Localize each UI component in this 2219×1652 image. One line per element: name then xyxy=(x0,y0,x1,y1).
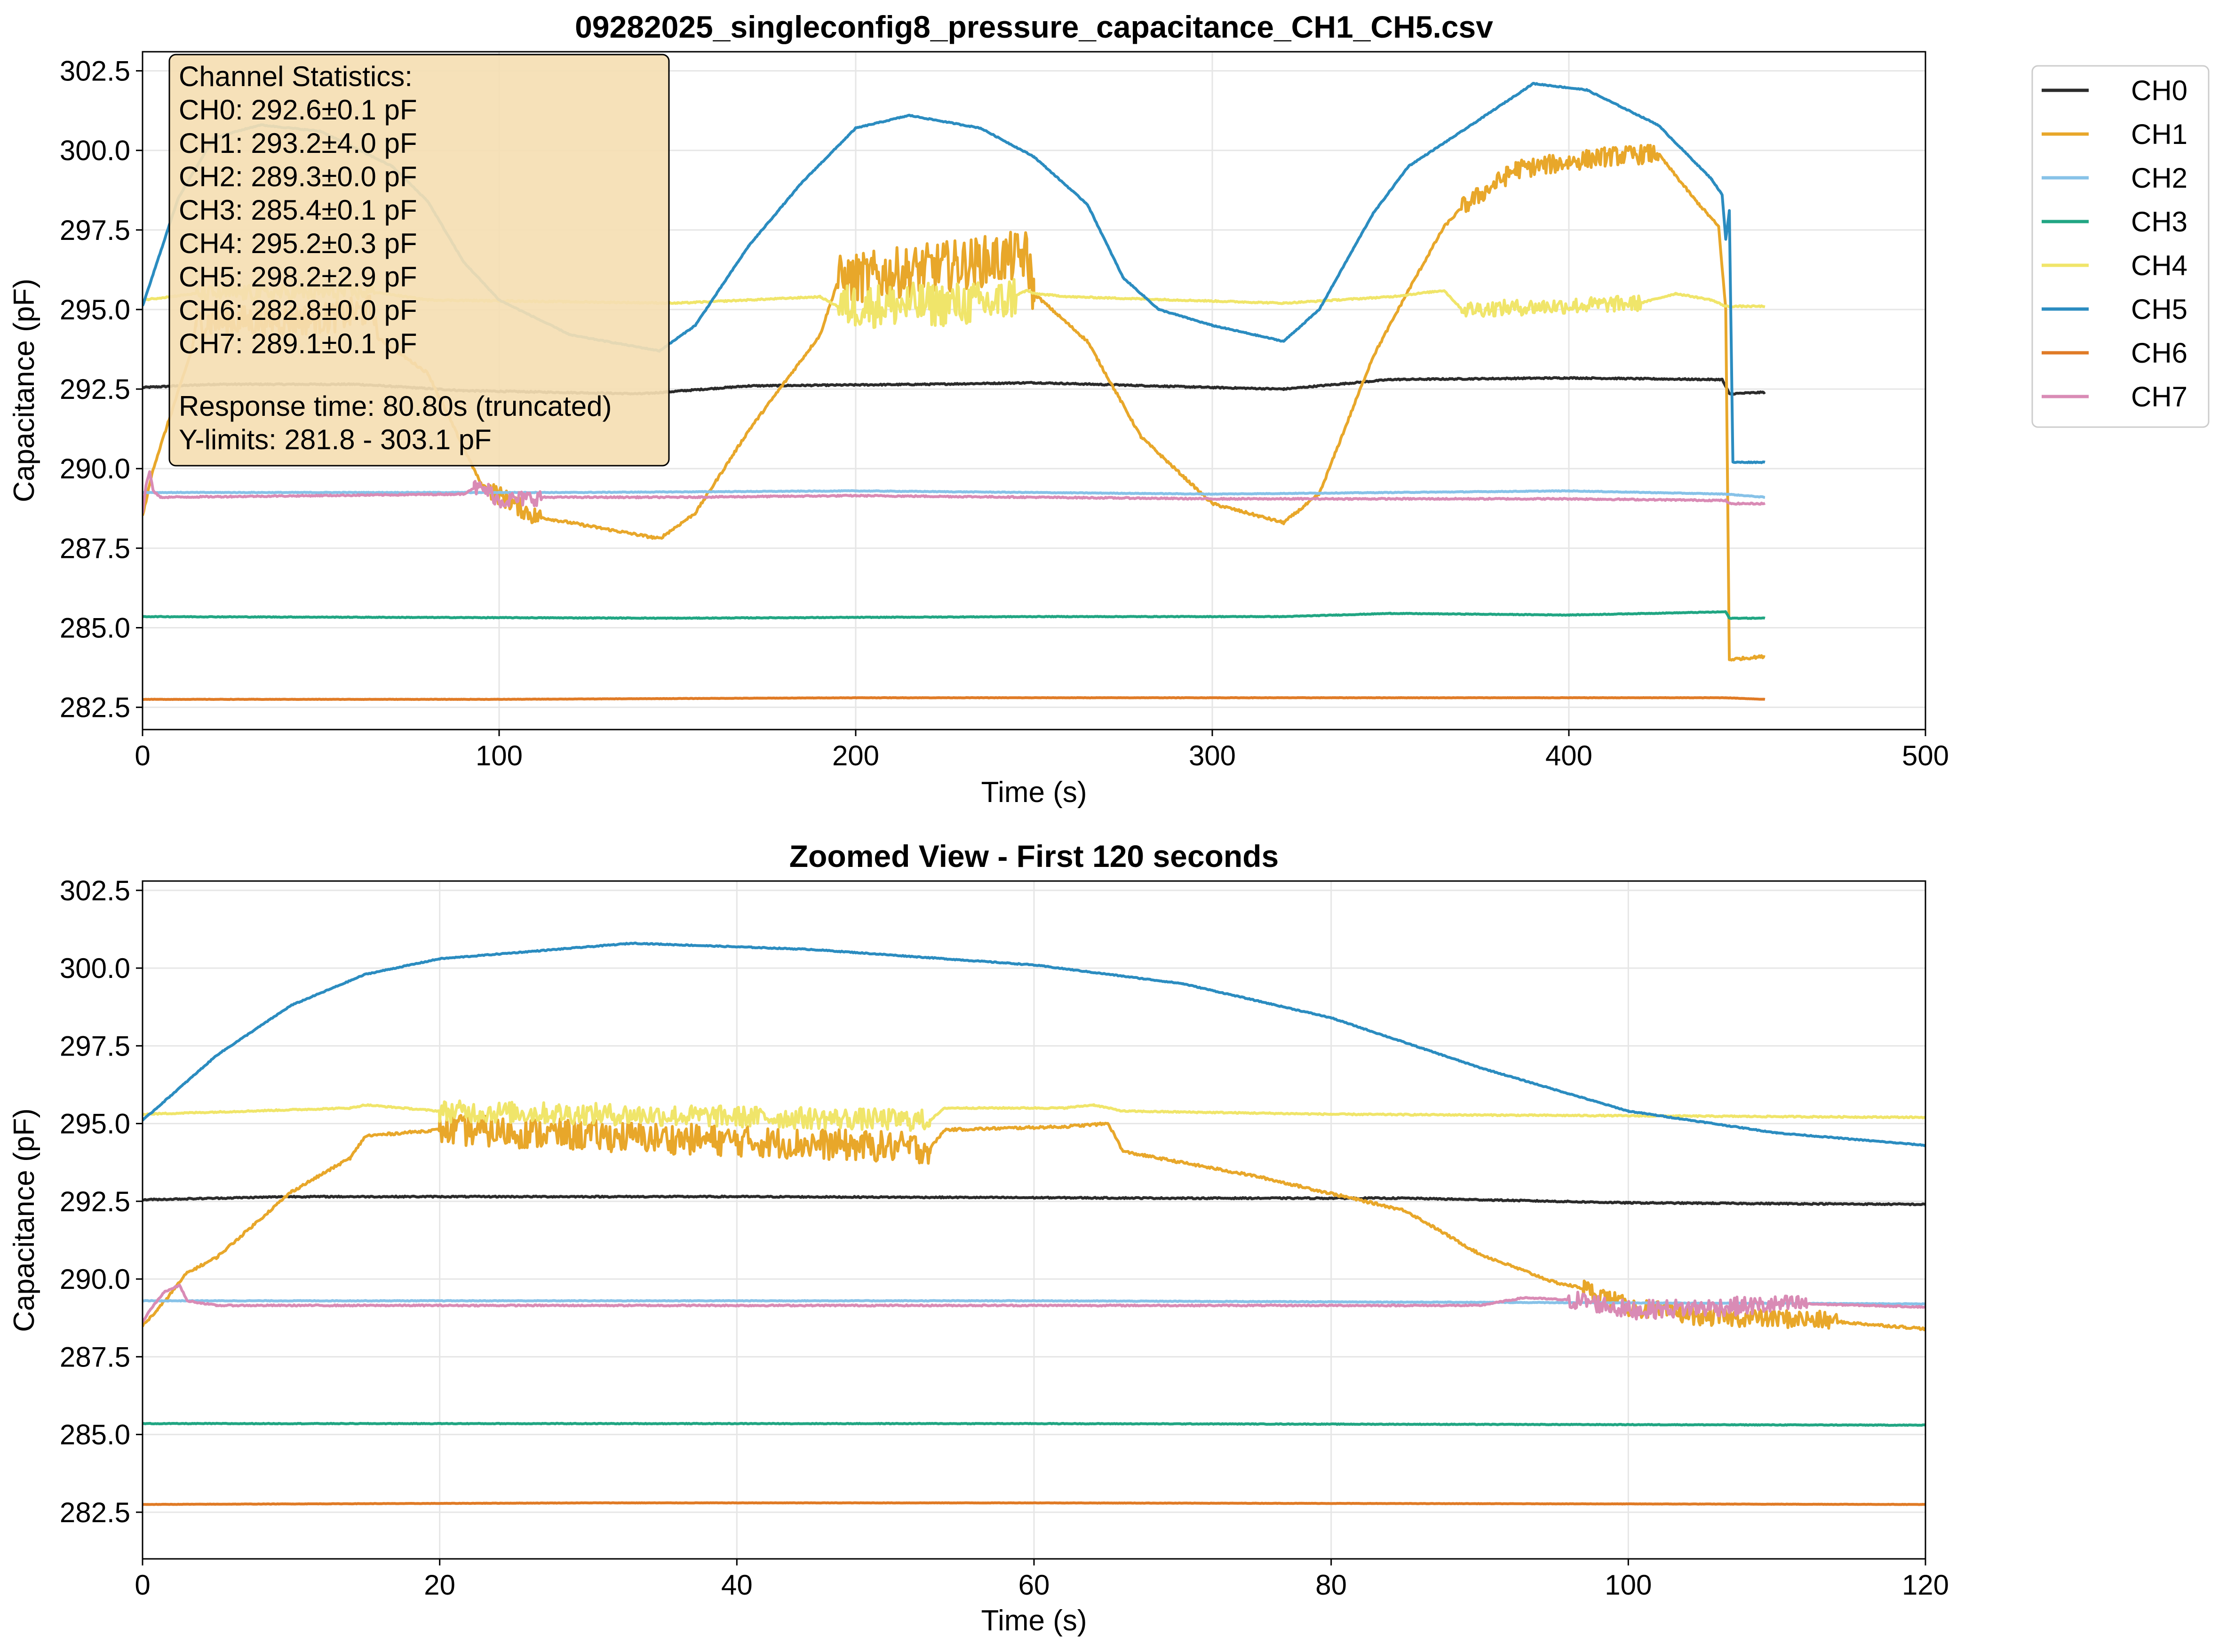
y-tick-label: 282.5 xyxy=(60,692,130,723)
top-chart-title: 09282025_singleconfig8_pressure_capacita… xyxy=(575,9,1493,44)
statistics-box-background xyxy=(168,54,670,467)
legend-label-ch1: CH1 xyxy=(2131,119,2187,150)
stats-line: CH5: 298.2±2.9 pF xyxy=(179,261,417,293)
top-axes-frame xyxy=(142,51,1926,731)
x-tick-label: 40 xyxy=(721,1569,753,1601)
x-tick-label: 20 xyxy=(424,1569,455,1601)
series-line-ch3 xyxy=(143,610,1766,620)
series-line-ch6 xyxy=(143,696,1766,701)
series-line-ch7 xyxy=(143,1283,1925,1323)
legend-label-ch3: CH3 xyxy=(2131,206,2187,238)
top-x-ticks: 0 100 200 300 400 500 xyxy=(135,730,1949,771)
x-tick-label: 80 xyxy=(1315,1569,1347,1601)
y-tick-label: 292.5 xyxy=(60,1186,130,1217)
y-tick-label: 290.0 xyxy=(60,453,130,484)
x-tick-label: 60 xyxy=(1018,1569,1050,1601)
y-tick-label: 300.0 xyxy=(60,953,130,984)
stats-line: CH6: 282.8±0.0 pF xyxy=(179,294,417,326)
x-tick-label: 100 xyxy=(476,740,523,771)
legend-label-ch0: CH0 xyxy=(2131,75,2187,106)
top-y-ticks: 282.5 285.0 287.5 290.0 292.5 295.0 297.5 300.0… xyxy=(60,56,143,723)
stats-line: Y-limits: 281.8 - 303.1 pF xyxy=(179,424,492,455)
y-tick-label: 300.0 xyxy=(60,135,130,167)
bottom-y-axis-label: Capacitance (pF) xyxy=(8,1108,40,1332)
legend-label-ch6: CH6 xyxy=(2131,337,2187,369)
series-line-ch2 xyxy=(143,489,1766,499)
stats-line: CH3: 285.4±0.1 pF xyxy=(179,194,417,226)
y-tick-label: 282.5 xyxy=(60,1497,130,1528)
legend-frame xyxy=(2031,65,2210,428)
bottom-panel: Zoomed View - First 120 seconds 0 20 40 60 8… xyxy=(8,839,1949,1637)
bottom-y-ticks: 282.5 285.0 287.5 290.0 292.5 295.0 297.5 300.0… xyxy=(60,875,143,1528)
bottom-chart-title: Zoomed View - First 120 seconds xyxy=(789,839,1279,874)
bottom-x-ticks: 0 20 40 60 80 100 120 xyxy=(135,1559,1949,1601)
legend-label-ch4: CH4 xyxy=(2131,250,2187,281)
x-tick-label: 100 xyxy=(1605,1569,1652,1601)
x-tick-label: 0 xyxy=(135,1569,150,1601)
y-tick-label: 302.5 xyxy=(60,875,130,906)
x-tick-label: 500 xyxy=(1902,740,1949,771)
y-tick-label: 295.0 xyxy=(60,294,130,326)
y-tick-label: 287.5 xyxy=(60,532,130,564)
series-line-ch5 xyxy=(143,941,1925,1147)
stats-line: CH2: 289.3±0.0 pF xyxy=(179,161,417,192)
stats-line: CH1: 293.2±4.0 pF xyxy=(179,127,417,159)
x-tick-label: 0 xyxy=(135,740,150,771)
x-tick-label: 200 xyxy=(832,740,879,771)
stats-line: Response time: 80.80s (truncated) xyxy=(179,390,612,422)
y-tick-label: 292.5 xyxy=(60,373,130,405)
bottom-plot-area xyxy=(143,941,1925,1506)
stats-line: CH7: 289.1±0.1 pF xyxy=(179,328,417,359)
series-line-ch1 xyxy=(143,1114,1925,1332)
y-tick-label: 302.5 xyxy=(60,56,130,87)
stats-line: Channel Statistics: xyxy=(179,61,413,92)
bottom-x-axis-label: Time (s) xyxy=(981,1604,1087,1637)
legend-label-ch7: CH7 xyxy=(2131,381,2187,413)
top-x-axis-label: Time (s) xyxy=(981,776,1087,809)
series-line-ch0 xyxy=(143,1194,1925,1207)
bottom-series-lines xyxy=(143,941,1925,1506)
series-line-ch7 xyxy=(143,470,1766,514)
series-line-ch4 xyxy=(143,1099,1925,1132)
legend: CH0 CH1 CH2 CH3 CH4 CH5 CH6 CH7 xyxy=(2031,65,2210,428)
stats-line: CH4: 295.2±0.3 pF xyxy=(179,228,417,259)
legend-label-ch2: CH2 xyxy=(2131,162,2187,194)
y-tick-label: 297.5 xyxy=(60,1030,130,1062)
series-line-ch6 xyxy=(143,1501,1925,1506)
legend-label-ch5: CH5 xyxy=(2131,294,2187,325)
y-tick-label: 287.5 xyxy=(60,1341,130,1373)
y-tick-label: 297.5 xyxy=(60,214,130,246)
stats-line: CH0: 292.6±0.1 pF xyxy=(179,94,417,126)
series-line-ch3 xyxy=(143,1422,1925,1427)
top-panel: 09282025_singleconfig8_pressure_capacita… xyxy=(8,9,2210,809)
y-tick-label: 285.0 xyxy=(60,1419,130,1451)
statistics-box: Channel Statistics: CH0: 292.6±0.1 pF CH… xyxy=(168,54,670,467)
x-tick-label: 400 xyxy=(1545,740,1592,771)
y-tick-label: 285.0 xyxy=(60,612,130,644)
y-tick-label: 290.0 xyxy=(60,1263,130,1295)
y-tick-label: 295.0 xyxy=(60,1108,130,1140)
top-y-axis-label: Capacitance (pF) xyxy=(8,278,40,502)
x-tick-label: 120 xyxy=(1902,1569,1949,1601)
x-tick-label: 300 xyxy=(1189,740,1236,771)
